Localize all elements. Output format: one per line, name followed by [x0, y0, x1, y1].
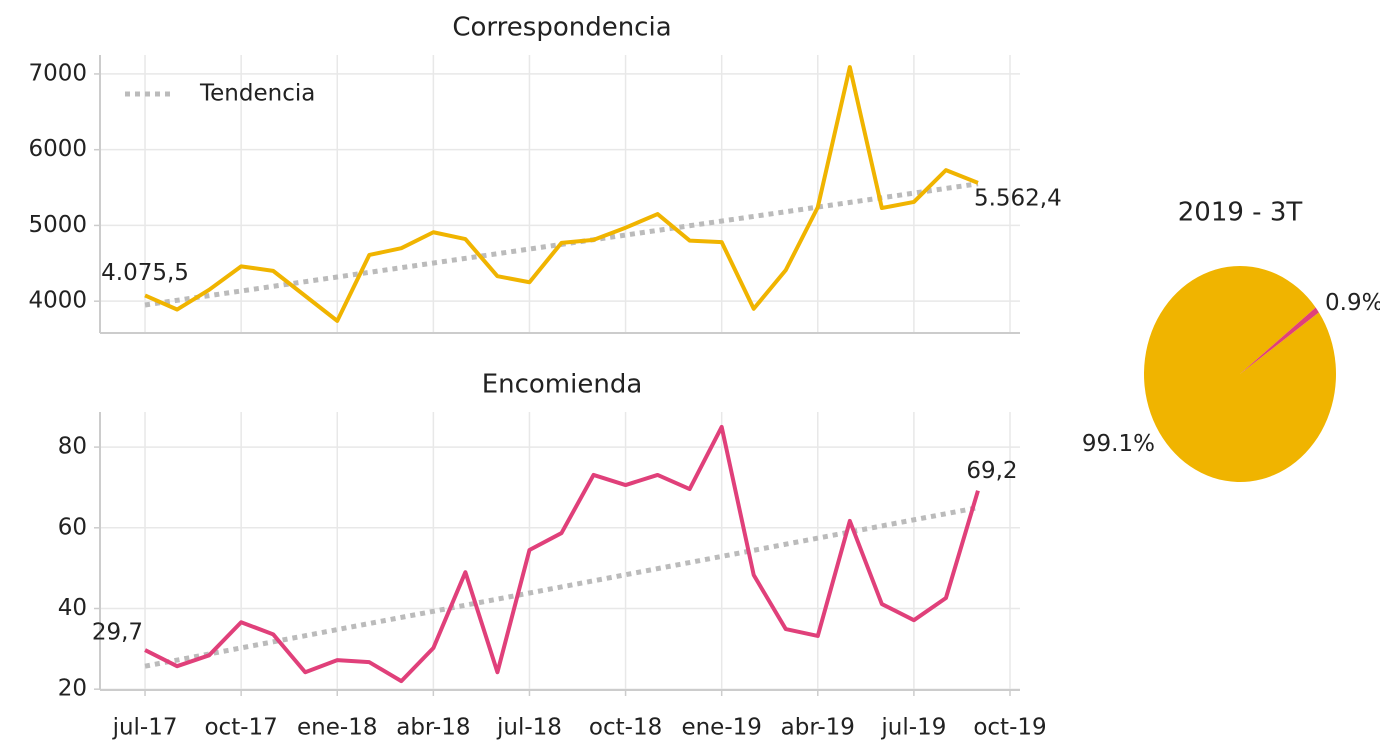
x-tick-label: abr-18 — [396, 715, 470, 741]
y-tick-label: 7000 — [28, 60, 87, 86]
x-tick-label: jul-19 — [880, 715, 946, 741]
line — [144, 424, 980, 684]
y-tick-label: 5000 — [28, 212, 87, 238]
chart-title: Correspondencia — [452, 13, 671, 43]
x-tick-label: ene-19 — [681, 715, 761, 741]
x-tick-label: jul-18 — [496, 715, 562, 741]
x-tick-label: abr-19 — [781, 715, 855, 741]
x-tick-label: oct-17 — [204, 715, 277, 741]
value-label: 4.075,5 — [101, 260, 189, 286]
x-tick-label: oct-19 — [973, 715, 1046, 741]
legend-label: Tendencia — [199, 81, 315, 107]
y-tick-label: 80 — [58, 434, 87, 460]
y-tick-label: 40 — [58, 595, 87, 621]
value-label: 69,2 — [966, 458, 1017, 484]
chart-title: 2019 - 3T — [1178, 198, 1303, 228]
y-tick-label: 6000 — [28, 136, 87, 162]
value-label: 29,7 — [92, 620, 143, 646]
pie-label: 99.1% — [1082, 431, 1155, 457]
line — [144, 65, 979, 323]
x-tick-label: oct-18 — [589, 715, 662, 741]
pie-slice — [1144, 266, 1337, 483]
trend-line — [144, 505, 979, 669]
y-tick-label: 20 — [58, 676, 87, 702]
y-tick-label: 4000 — [28, 288, 87, 314]
value-label: 5.562,4 — [974, 185, 1062, 211]
pie-slice — [1240, 307, 1319, 374]
chart-title: Encomienda — [482, 370, 643, 400]
y-tick-label: 60 — [58, 514, 87, 540]
x-tick-label: ene-18 — [297, 715, 377, 741]
pie-label: 0.9% — [1325, 290, 1380, 316]
x-tick-label: jul-17 — [112, 715, 178, 741]
